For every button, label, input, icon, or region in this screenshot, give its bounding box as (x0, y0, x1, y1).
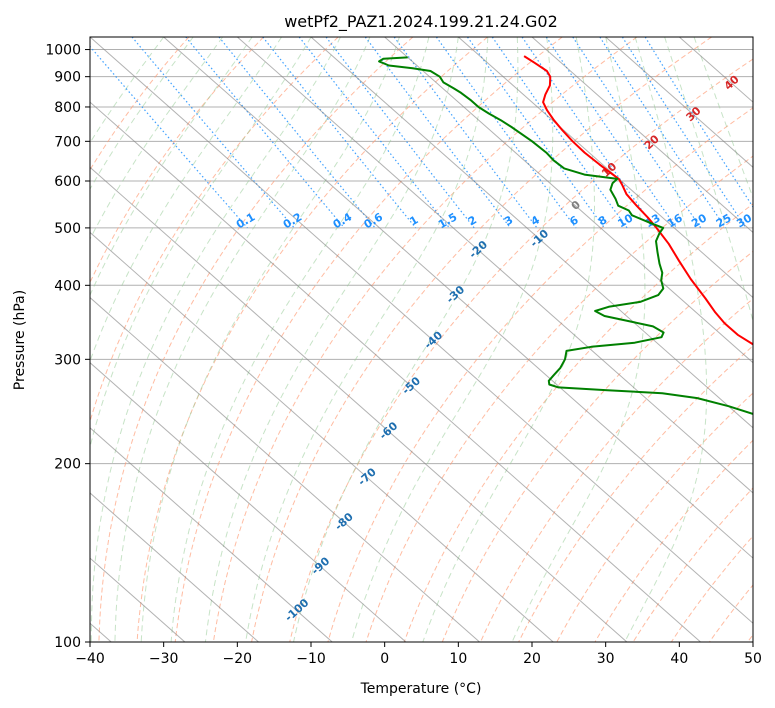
mixing-ratio-line (545, 37, 678, 229)
y-axis-title: Pressure (hPa) (12, 290, 28, 390)
mixing-ratio-line (467, 37, 605, 229)
skewed-isotherm (90, 166, 628, 642)
y-tick-label: 400 (54, 278, 81, 294)
dry-adiabat (403, 203, 753, 642)
mixing-ratio-line (491, 37, 628, 229)
dry-adiabat (289, 58, 753, 642)
moist-adiabat (664, 37, 753, 323)
temperature-profile-line (523, 55, 753, 346)
dry-adiabat (632, 487, 753, 642)
y-tick-label: 600 (54, 174, 81, 190)
dry-adiabat (327, 107, 753, 642)
x-tick-label: 10 (449, 651, 467, 667)
skewed-isotherm (237, 37, 753, 494)
moist-adiabat (245, 37, 489, 642)
x-tick-label: −20 (223, 651, 253, 667)
dry-adiabat (480, 298, 753, 642)
skewed-isotherm (90, 492, 259, 642)
mixing-ratio-line (599, 37, 726, 229)
y-tick-label: 800 (54, 100, 81, 116)
moist-adiabat (293, 37, 519, 642)
skewed-isotherm (90, 231, 554, 642)
moist-adiabat (90, 37, 253, 297)
dry-adiabat (365, 155, 753, 642)
moist-adiabats (90, 37, 753, 642)
skewed-isotherm (90, 296, 480, 642)
y-tick-label: 300 (54, 352, 81, 368)
dewpoint-profile-line (378, 56, 753, 415)
plot-area: 0.10.20.40.611.52346810131620253036-100-… (90, 37, 754, 642)
moist-adiabat (693, 37, 753, 200)
x-tick-label: 20 (523, 651, 541, 667)
dry-adiabat (98, 37, 414, 642)
dry-adiabat (136, 37, 488, 642)
moist-adiabat (114, 37, 371, 642)
x-tick-label: 40 (670, 651, 688, 667)
y-tick-label: 100 (54, 635, 81, 651)
moist-adiabat (90, 37, 341, 642)
dry-adiabat (174, 37, 563, 642)
skewed-isotherm (163, 37, 753, 559)
mixing-ratio-line (621, 37, 747, 229)
dry-adiabat (90, 37, 264, 284)
skewed-isotherm (531, 37, 753, 234)
moist-adiabat (511, 37, 646, 642)
moist-adiabat (624, 37, 708, 642)
mixing-ratio-line (364, 37, 511, 229)
x-tick-label: −30 (149, 651, 179, 667)
skewed-isotherm (605, 37, 753, 168)
moist-adiabat (140, 37, 400, 642)
y-tick-label: 700 (54, 134, 81, 150)
profile-series (378, 55, 753, 415)
dry-adiabat (518, 345, 753, 642)
x-tick-label: 50 (744, 651, 762, 667)
mixing-ratio-line (218, 37, 376, 229)
moist-adiabat (90, 37, 165, 144)
grid-lines (90, 49, 753, 642)
skewed-isotherm (90, 362, 407, 642)
mixing-ratio-line (572, 37, 702, 229)
y-tick-label: 1000 (45, 43, 81, 59)
x-tick-label: 30 (597, 651, 615, 667)
dry-adiabats (90, 37, 753, 642)
moist-adiabat (204, 37, 459, 642)
skewed-isotherms (90, 37, 753, 642)
moist-adiabat (90, 37, 282, 363)
skewed-isotherm (458, 37, 753, 299)
x-tick-label: −10 (296, 651, 326, 667)
plot-frame (89, 36, 754, 643)
moist-adiabat (90, 37, 224, 241)
dry-adiabat (212, 37, 638, 642)
y-tick-label: 200 (54, 457, 81, 473)
moist-adiabat (422, 37, 595, 642)
skewed-isotherm (384, 37, 753, 364)
x-tick-label: −40 (75, 651, 105, 667)
skewed-isotherm (90, 101, 701, 642)
moist-adiabat (90, 37, 194, 190)
x-axis-title: Temperature (°C) (360, 681, 482, 697)
dry-adiabat (251, 37, 712, 642)
x-tick-label: 0 (380, 651, 389, 667)
mixing-ratio-label: 30 (734, 211, 754, 230)
y-tick-label: 900 (54, 70, 81, 86)
moist-adiabat (170, 37, 430, 642)
y-tick-label: 500 (54, 221, 81, 237)
mixing-ratio-line (262, 37, 417, 229)
mixing-ratio-line (521, 37, 655, 229)
skewed-isotherm (90, 427, 333, 642)
skewed-isotherm (90, 37, 753, 624)
dry-adiabat (670, 535, 753, 642)
chart-title: wetPf2_PAZ1.2024.199.21.24.G02 (284, 12, 558, 32)
mixing-ratio-line (185, 37, 345, 229)
axes: −40 −30 −20 −10 0 10 20 30 40 50 100 200 300 400 500 60… (45, 43, 762, 667)
